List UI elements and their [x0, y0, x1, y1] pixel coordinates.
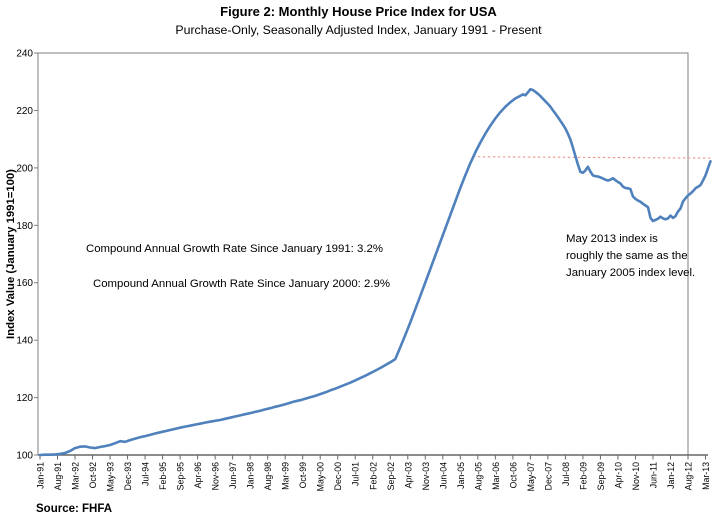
x-axis-tick-label: Oct-06 — [508, 462, 518, 489]
x-axis-tick-label: Nov-03 — [421, 462, 431, 490]
annotation-may-2013: May 2013 index is roughly the same as th… — [566, 233, 695, 279]
x-axis-tick-label: Jan-05 — [456, 462, 466, 489]
figure-title: Figure 2: Monthly House Price Index for … — [220, 4, 497, 19]
x-axis-tick-label: Apr-03 — [403, 462, 413, 489]
y-axis-tick-label: 200 — [16, 163, 33, 174]
annotation-may-2013-line2: roughly the same as the — [566, 250, 688, 262]
y-axis-tick-label: 240 — [16, 49, 33, 60]
x-axis-tick-label: Dec-07 — [543, 462, 553, 490]
hpi-line — [38, 87, 712, 457]
x-axis-tick-label: May-00 — [316, 462, 326, 491]
x-axis-tick-label: Sep-02 — [386, 462, 396, 490]
x-axis-tick-label: Mar-06 — [491, 462, 501, 490]
annotation-cagr-2000: Compound Annual Growth Rate Since Januar… — [93, 278, 390, 290]
plot-area — [37, 52, 689, 456]
y-axis-tick-label: 220 — [16, 106, 33, 117]
x-axis-tick-label: Jan-91 — [36, 462, 46, 489]
x-axis-tick-label: Oct-92 — [88, 462, 98, 489]
y-axis-tick-label: 160 — [16, 278, 33, 289]
x-axis-tick-label: Aug-98 — [263, 462, 273, 490]
y-axis-tick-label: 180 — [16, 221, 33, 232]
x-axis-tick-label: Dec-93 — [123, 462, 133, 490]
x-axis-tick-label: Jun-11 — [648, 462, 658, 488]
x-axis-tick-label: Aug-05 — [473, 462, 483, 490]
x-axis-tick-label: Jun-97 — [228, 462, 238, 489]
x-axis-tick-label: Mar-99 — [281, 462, 291, 490]
x-axis-tick-label: May-07 — [526, 462, 536, 491]
x-axis-tick-label: Feb-95 — [158, 462, 168, 490]
x-axis-tick-label: Dec-00 — [333, 462, 343, 490]
y-axis-tick-label: 100 — [16, 451, 33, 462]
x-axis-tick-label: Apr-10 — [613, 462, 623, 489]
x-axis-tick-label: Feb-02 — [368, 462, 378, 490]
x-axis-tick-label: May-93 — [106, 462, 116, 491]
x-axis-tick-label: Oct-99 — [298, 462, 308, 489]
annotation-may-2013-line3: January 2005 index level. — [566, 267, 695, 279]
source-note: Source: FHFA — [36, 503, 113, 515]
x-axis-tick-label: Apr-96 — [193, 462, 203, 489]
x-axis-tick-label: Jul-08 — [561, 462, 571, 486]
x-axis-tick-label: Feb-09 — [578, 462, 588, 490]
figure-subtitle: Purchase-Only, Seasonally Adjusted Index… — [175, 23, 542, 37]
x-axis-tick-label: Mar-92 — [71, 462, 81, 490]
y-axis-title: Index Value (January 1991=100) — [5, 169, 17, 339]
x-axis-tick-label: Jan-12 — [666, 462, 676, 489]
x-axis-tick-label: Sep-95 — [176, 462, 186, 490]
y-axis: 100 120 140 160 180 200 220 240 — [16, 49, 38, 462]
x-axis-tick-label: Aug-12 — [683, 462, 693, 490]
x-axis-tick-label: Aug-91 — [53, 462, 63, 490]
x-axis: Jan-91 Aug-91 Mar-92 Oct-92 May-93 Dec-93 Jul-… — [36, 455, 711, 491]
y-axis-tick-label: 140 — [16, 336, 33, 347]
x-axis-tick-label: Jan-98 — [246, 462, 256, 489]
annotation-cagr-1991: Compound Annual Growth Rate Since Januar… — [86, 243, 383, 255]
x-axis-tick-label: Nov-10 — [631, 462, 641, 490]
x-axis-tick-label: Mar-13 — [701, 462, 711, 490]
x-axis-tick-label: Sep-09 — [596, 462, 606, 490]
x-axis-tick-label: Jul-94 — [141, 462, 151, 486]
y-axis-tick-label: 120 — [16, 393, 33, 404]
annotation-may-2013-line1: May 2013 index is — [566, 233, 658, 245]
x-axis-tick-label: Jun-04 — [438, 462, 448, 489]
x-axis-tick-label: Jul-01 — [351, 462, 361, 486]
x-axis-tick-label: Nov-96 — [211, 462, 221, 490]
